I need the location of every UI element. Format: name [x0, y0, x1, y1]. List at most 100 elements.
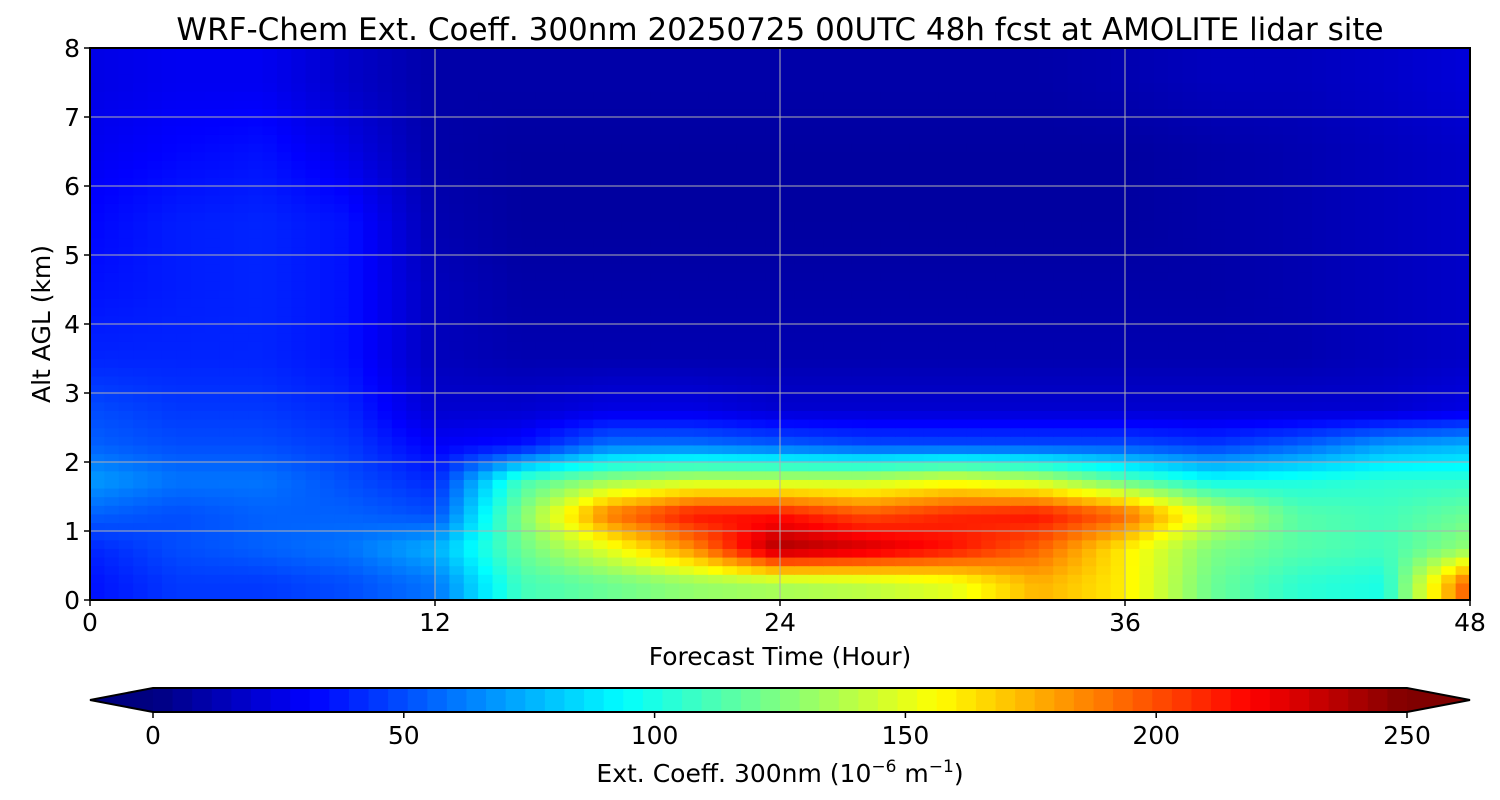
heatmap-cell [118, 556, 134, 567]
heatmap-cell [1024, 367, 1040, 377]
heatmap-cell [1441, 453, 1457, 463]
heatmap-cell [377, 367, 393, 377]
heatmap-cell [90, 513, 106, 524]
heatmap-cell [593, 496, 609, 506]
heatmap-cell [1340, 496, 1356, 506]
heatmap-cell [104, 306, 120, 317]
heatmap-cell [406, 384, 422, 394]
heatmap-cell [823, 367, 839, 377]
heatmap-cell [909, 487, 925, 498]
heatmap-cell [765, 203, 781, 213]
heatmap-cell [1240, 539, 1256, 549]
heatmap-cell [1010, 582, 1026, 593]
heatmap-cell [1153, 462, 1169, 472]
heatmap-cell [176, 565, 192, 575]
heatmap-cell [363, 349, 379, 360]
heatmap-cell [1455, 280, 1470, 291]
heatmap-cell [1211, 289, 1227, 299]
heatmap-cell [909, 444, 925, 455]
heatmap-cell [1110, 324, 1126, 334]
heatmap-cell [320, 591, 336, 600]
heatmap-cell [1340, 513, 1356, 524]
heatmap-cell [1096, 427, 1112, 437]
heatmap-cell [535, 315, 551, 325]
heatmap-cell [233, 349, 249, 360]
heatmap-cell [564, 255, 580, 265]
heatmap-cell [1225, 539, 1241, 549]
heatmap-cell [938, 211, 954, 222]
heatmap-cell [147, 462, 163, 472]
heatmap-cell [1240, 479, 1256, 489]
heatmap-cell [1225, 487, 1241, 498]
heatmap-cell [650, 263, 666, 273]
heatmap-cell [708, 556, 724, 567]
heatmap-cell [90, 263, 106, 273]
heatmap-cell [650, 280, 666, 291]
heatmap-cell [320, 487, 336, 498]
heatmap-cell [938, 289, 954, 299]
heatmap-cell [1211, 298, 1227, 308]
heatmap-cell [578, 220, 594, 230]
heatmap-cell [808, 211, 824, 222]
heatmap-cell [1412, 272, 1428, 282]
heatmap-cell [320, 453, 336, 463]
heatmap-cell [219, 496, 235, 506]
heatmap-cell [909, 229, 925, 239]
heatmap-cell [1297, 186, 1313, 196]
heatmap-cell [1168, 220, 1184, 230]
heatmap-cell [952, 375, 968, 386]
heatmap-cell [1355, 487, 1371, 498]
heatmap-cell [1168, 341, 1184, 351]
heatmap-cell [506, 401, 522, 411]
heatmap-cell [722, 151, 738, 161]
heatmap-cell [420, 151, 436, 161]
heatmap-cell [1225, 246, 1241, 256]
heatmap-cell [995, 237, 1011, 248]
heatmap-cell [161, 591, 177, 600]
heatmap-cell [190, 186, 206, 196]
heatmap-cell [550, 548, 566, 558]
heatmap-cell [636, 470, 652, 480]
heatmap-cell [607, 289, 623, 299]
heatmap-cell [1225, 315, 1241, 325]
heatmap-cell [147, 341, 163, 351]
heatmap-cell [463, 255, 479, 265]
heatmap-cell [1240, 237, 1256, 248]
heatmap-cell [981, 272, 997, 282]
heatmap-cell [1412, 324, 1428, 334]
heatmap-cell [564, 186, 580, 196]
heatmap-cell [90, 539, 106, 549]
heatmap-cell [90, 427, 106, 437]
heatmap-cell [895, 410, 911, 420]
heatmap-cell [636, 255, 652, 265]
heatmap-cell [463, 591, 479, 600]
heatmap-cell [391, 211, 407, 222]
heatmap-cell [1426, 556, 1442, 567]
heatmap-cell [1211, 255, 1227, 265]
heatmap-cell [190, 410, 206, 420]
heatmap-cell [1412, 591, 1428, 600]
heatmap-cell [1139, 255, 1155, 265]
heatmap-cell [1455, 306, 1470, 317]
heatmap-cell [636, 186, 652, 196]
heatmap-cell [1182, 418, 1198, 429]
heatmap-cell [1340, 246, 1356, 256]
heatmap-cell [1024, 177, 1040, 187]
heatmap-cell [578, 332, 594, 342]
heatmap-cell [463, 505, 479, 515]
heatmap-cell [808, 444, 824, 455]
heatmap-cell [780, 349, 796, 360]
heatmap-cell [147, 194, 163, 204]
heatmap-cell [506, 324, 522, 334]
heatmap-cell [190, 548, 206, 558]
heatmap-cell [449, 531, 465, 541]
heatmap-cell [205, 453, 221, 463]
heatmap-cell [751, 280, 767, 291]
heatmap-cell [1053, 298, 1069, 308]
heatmap-cell [1412, 565, 1428, 575]
heatmap-cell [1398, 531, 1414, 541]
heatmap-cell [1153, 177, 1169, 187]
heatmap-cell [248, 444, 264, 455]
heatmap-cell [276, 548, 292, 558]
heatmap-cell [1081, 298, 1097, 308]
